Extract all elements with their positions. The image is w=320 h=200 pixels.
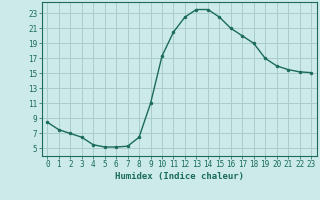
X-axis label: Humidex (Indice chaleur): Humidex (Indice chaleur) bbox=[115, 172, 244, 181]
